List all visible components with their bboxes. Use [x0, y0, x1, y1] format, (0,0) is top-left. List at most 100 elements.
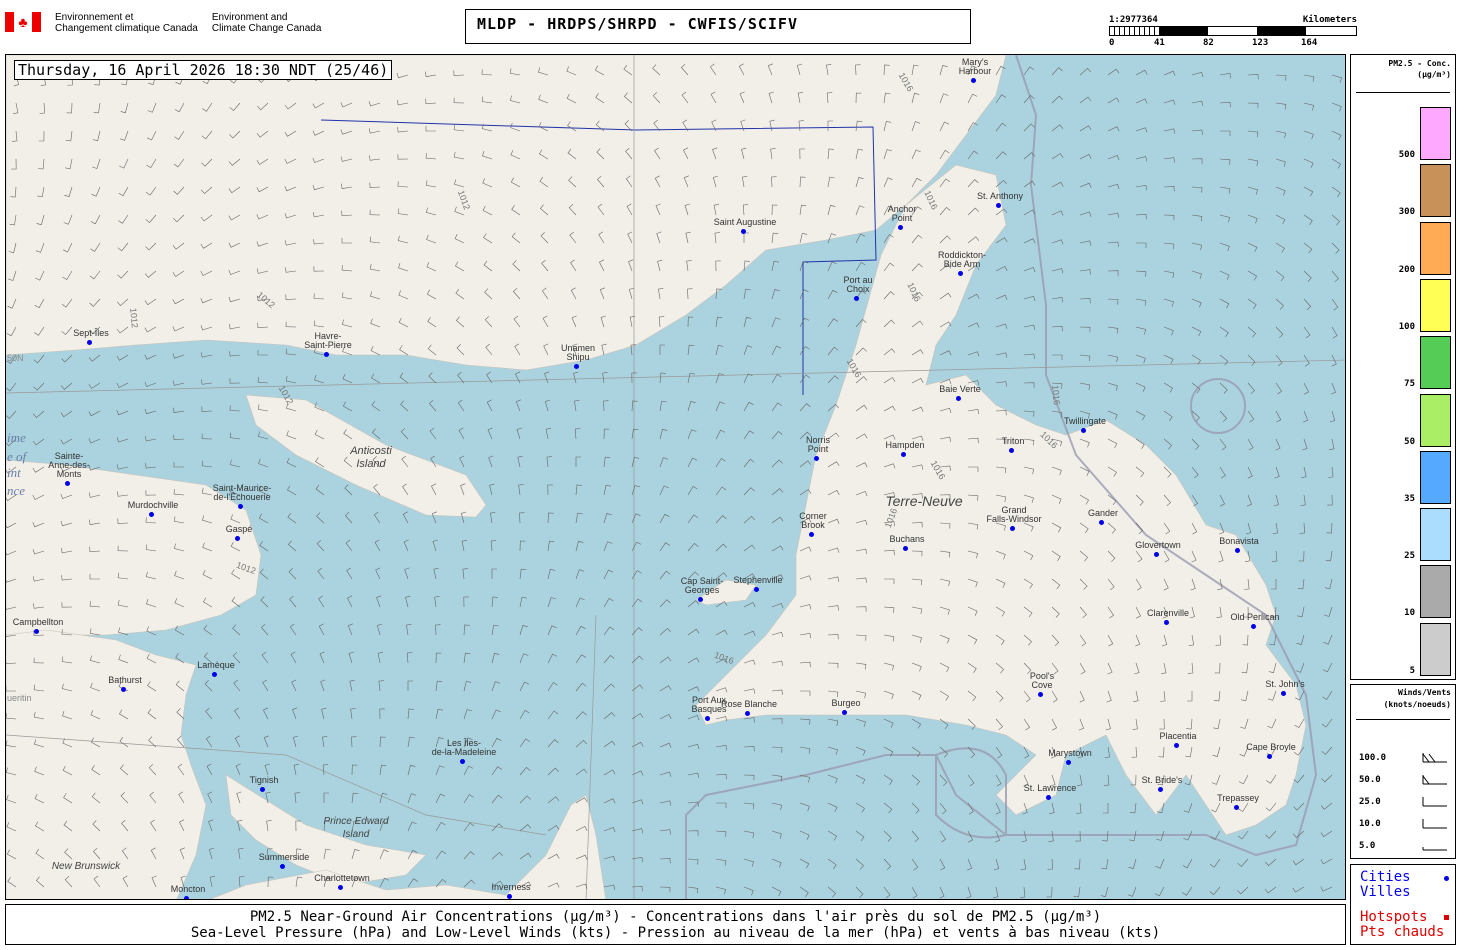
city-marker[interactable] [1234, 805, 1239, 810]
city-marker[interactable] [1038, 692, 1043, 697]
legend-swatch-35 [1420, 450, 1451, 504]
forecast-datetime: Thursday, 16 April 2026 18:30 NDT (25/46… [14, 60, 393, 80]
city-marker[interactable] [958, 271, 963, 276]
city-label: Cap Saint- Georges [680, 576, 724, 595]
city-marker[interactable] [212, 672, 217, 677]
region-label: Terre-Neuve [885, 493, 963, 509]
city-marker[interactable] [324, 352, 329, 357]
city-marker[interactable] [121, 687, 126, 692]
legend-swatch-500 [1420, 107, 1451, 160]
city-marker[interactable] [1009, 448, 1014, 453]
map-view[interactable]: Thursday, 16 April 2026 18:30 NDT (25/46… [5, 54, 1346, 900]
city-marker[interactable] [338, 885, 343, 890]
nova-scotia [210, 794, 607, 899]
city-label: Moncton [170, 884, 206, 894]
city-marker[interactable] [1164, 620, 1169, 625]
region-label: Prince Edward Island [323, 816, 389, 840]
caption-line-1: PM2.5 Near-Ground Air Concentrations (µg… [249, 909, 1102, 925]
city-marker[interactable] [1154, 552, 1159, 557]
city-label: Murdochville [127, 500, 179, 510]
winds-title: Winds/Vents [1398, 688, 1451, 697]
city-label: St. Anthony [976, 191, 1024, 201]
city-marker[interactable] [574, 364, 579, 369]
city-marker[interactable] [65, 481, 70, 486]
city-label: Trepassey [1217, 793, 1259, 803]
legend-label: 500 [1398, 150, 1415, 160]
city-marker[interactable] [260, 787, 265, 792]
map-base [6, 55, 1345, 899]
scale-ratio: 1:2977364 [1109, 15, 1158, 25]
city-label: Triton [1001, 436, 1025, 446]
city-label: Gaspé [225, 524, 253, 534]
legend-label: 50 [1404, 436, 1415, 447]
city-marker[interactable] [741, 229, 746, 234]
city-label: Bathurst [108, 675, 142, 685]
city-marker[interactable] [149, 512, 154, 517]
city-label: St. John's [1265, 679, 1305, 689]
city-marker[interactable] [1066, 760, 1071, 765]
city-marker[interactable] [235, 536, 240, 541]
city-marker[interactable] [1267, 754, 1272, 759]
city-marker[interactable] [971, 78, 976, 83]
city-label: Old Perlican [1230, 612, 1280, 622]
wind-speed-label: 25.0 [1359, 797, 1381, 807]
city-label: Sainte- Anne-des- Monts [48, 451, 90, 479]
pm25-legend: PM2.5 - Conc. (µg/m³) 500 300 200 100 75 50 35 2… [1350, 54, 1456, 680]
city-marker[interactable] [1235, 548, 1240, 553]
legend-label: 5 [1409, 665, 1415, 676]
city-marker[interactable] [698, 597, 703, 602]
wind-legend: Winds/Vents (knots/noeuds) 100.0 50.0 25.0 1… [1350, 684, 1456, 859]
scale-tick: 164 [1301, 38, 1318, 48]
city-marker[interactable] [280, 864, 285, 869]
city-marker[interactable] [1081, 428, 1086, 433]
city-marker[interactable] [1010, 526, 1015, 531]
city-marker[interactable] [903, 546, 908, 551]
city-marker[interactable] [745, 711, 750, 716]
map-edge-label: nce [7, 483, 26, 498]
region-label: Anticosti Island [350, 445, 392, 470]
city-marker[interactable] [1158, 787, 1163, 792]
city-marker[interactable] [1174, 743, 1179, 748]
scale-bar: 1:2977364 Kilometers 0 41 82 123 164 [1109, 15, 1357, 48]
legend-swatch-200 [1420, 221, 1451, 275]
city-marker[interactable] [898, 225, 903, 230]
legend-title: PM2.5 - Conc. [1388, 59, 1451, 68]
city-label: Sept-Îles [73, 328, 109, 338]
scale-tick: 0 [1109, 38, 1115, 48]
city-label: Grand Falls-Windsor [986, 505, 1042, 524]
wind-barb-icon [1421, 815, 1449, 834]
city-marker[interactable] [1099, 520, 1104, 525]
city-marker[interactable] [460, 759, 465, 764]
page-title: MLDP - HRDPS/SHRPD - CWFIS/SCIFV [465, 9, 971, 44]
city-marker[interactable] [996, 203, 1001, 208]
wind-barb-icon [1421, 771, 1449, 790]
city-label: Placentia [1159, 731, 1197, 741]
city-marker[interactable] [814, 456, 819, 461]
city-marker[interactable] [956, 396, 961, 401]
city-marker[interactable] [705, 716, 710, 721]
city-marker[interactable] [184, 896, 189, 899]
city-marker[interactable] [238, 504, 243, 509]
city-marker[interactable] [754, 587, 759, 592]
hotspots-label-en: Hotspots [1360, 909, 1428, 925]
city-marker[interactable] [1046, 795, 1051, 800]
city-marker[interactable] [854, 296, 859, 301]
legend-label: 25 [1404, 551, 1415, 562]
city-marker[interactable] [87, 340, 92, 345]
scale-tick: 123 [1252, 38, 1269, 48]
city-marker[interactable] [34, 629, 39, 634]
city-marker[interactable] [1281, 691, 1286, 696]
cities-label-en: Cities [1360, 869, 1411, 885]
city-marker[interactable] [507, 894, 512, 899]
map-edge-label: ime [7, 430, 26, 445]
city-marker[interactable] [809, 532, 814, 537]
city-label: Pool's Cove [1029, 671, 1055, 690]
city-label: Saint-Maurice- de-l'Échouerie [212, 483, 272, 502]
legend-units: (µg/m³) [1417, 70, 1451, 79]
city-marker[interactable] [901, 452, 906, 457]
symbol-key: Cities Villes Hotspots Pts chauds [1350, 864, 1456, 945]
city-marker[interactable] [842, 710, 847, 715]
city-marker[interactable] [1251, 624, 1256, 629]
scale-units: Kilometers [1302, 15, 1357, 25]
city-label: Charlottetown [314, 873, 370, 883]
